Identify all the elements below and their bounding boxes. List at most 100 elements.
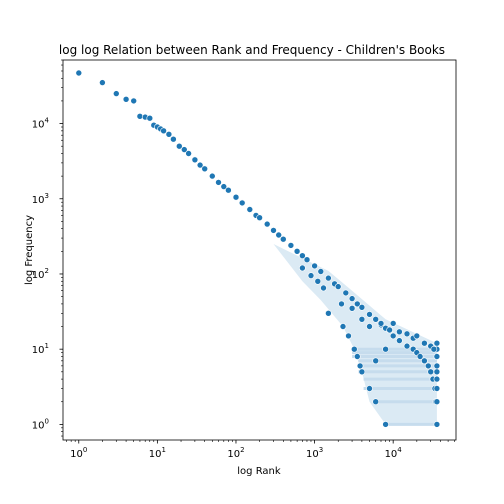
data-point <box>433 421 441 428</box>
data-point <box>430 345 438 353</box>
data-point <box>389 332 397 340</box>
data-point <box>201 165 208 173</box>
y-tick-exponent: 4 <box>45 117 50 125</box>
y-tick-exponent: 2 <box>45 267 49 275</box>
x-axis-label: log Rank <box>237 466 281 477</box>
data-point <box>377 320 385 327</box>
data-point <box>358 315 366 323</box>
data-point <box>287 242 295 249</box>
data-point <box>338 300 345 308</box>
data-point <box>433 385 441 392</box>
data-point <box>238 199 246 207</box>
data-point <box>372 398 380 406</box>
x-tick-label: 103 <box>306 446 323 460</box>
x-tick-label: 104 <box>385 446 403 460</box>
data-point <box>299 252 306 259</box>
data-point <box>215 179 222 186</box>
data-point <box>122 96 130 103</box>
data-point <box>256 214 263 221</box>
data-point <box>165 131 173 138</box>
data-point <box>382 345 389 353</box>
data-point <box>353 300 361 308</box>
data-point <box>372 357 380 365</box>
data-point <box>334 283 342 290</box>
data-point <box>160 127 167 135</box>
data-point <box>416 353 424 360</box>
data-points <box>75 69 441 428</box>
data-point <box>303 256 311 264</box>
y-axis-label: log Frequency <box>24 215 35 285</box>
data-point <box>246 206 254 213</box>
data-point <box>358 303 366 311</box>
data-point <box>220 183 228 190</box>
dense-band <box>273 244 437 426</box>
y-tick-exponent: 0 <box>45 417 49 425</box>
x-tick-label: 102 <box>227 446 244 460</box>
data-point <box>386 326 393 334</box>
data-point <box>358 368 366 376</box>
data-point <box>270 227 277 234</box>
data-point <box>413 332 421 340</box>
y-tick-label: 100 <box>32 417 49 431</box>
data-point <box>345 332 352 340</box>
data-point <box>366 311 373 318</box>
data-point <box>293 248 301 255</box>
data-point <box>113 90 120 97</box>
data-point <box>433 368 441 376</box>
data-point <box>421 357 428 365</box>
data-point <box>191 156 199 164</box>
data-point <box>396 328 403 336</box>
data-point <box>348 295 356 302</box>
x-tick-exponent: 1 <box>162 446 166 454</box>
data-point <box>311 262 318 270</box>
data-point <box>339 323 347 330</box>
data-point <box>232 193 240 201</box>
data-point <box>185 150 192 157</box>
data-point <box>320 284 327 292</box>
data-point <box>170 135 177 143</box>
data-point <box>353 353 361 360</box>
data-point <box>366 385 373 392</box>
y-tick-exponent: 3 <box>45 192 49 200</box>
data-point <box>382 421 389 428</box>
chart-title: log log Relation between Rank and Freque… <box>59 43 445 57</box>
data-point <box>196 161 204 169</box>
data-point <box>424 362 432 370</box>
x-tick-exponent: 0 <box>83 446 87 454</box>
data-point <box>433 375 441 383</box>
data-point <box>433 362 441 370</box>
y-tick-label: 103 <box>32 192 49 206</box>
data-point <box>421 339 428 347</box>
data-point <box>372 315 380 323</box>
y-tick-label: 104 <box>32 117 50 131</box>
data-point <box>181 146 188 153</box>
data-point <box>130 97 137 105</box>
data-point <box>389 320 397 327</box>
data-point <box>209 172 216 180</box>
data-point <box>317 268 325 275</box>
x-tick-label: 101 <box>149 446 166 460</box>
data-point <box>325 309 332 317</box>
x-tick-label: 100 <box>70 446 87 460</box>
data-point <box>279 235 287 243</box>
data-point <box>403 330 411 338</box>
data-point <box>146 114 154 122</box>
data-point <box>433 339 441 347</box>
y-tick-label: 101 <box>32 342 49 356</box>
data-point <box>350 345 358 353</box>
data-point <box>433 398 441 406</box>
data-point <box>356 362 364 370</box>
data-point <box>275 231 283 239</box>
x-tick-exponent: 2 <box>240 446 244 454</box>
data-point <box>176 142 183 150</box>
data-point <box>396 337 403 344</box>
x-tick-exponent: 3 <box>319 446 323 454</box>
data-point <box>348 304 356 312</box>
x-axis-ticks: 100 101 102 103 104 <box>66 440 455 460</box>
data-point <box>307 272 315 279</box>
data-point <box>263 220 271 228</box>
data-point <box>225 186 232 194</box>
x-tick-exponent: 4 <box>397 446 402 454</box>
